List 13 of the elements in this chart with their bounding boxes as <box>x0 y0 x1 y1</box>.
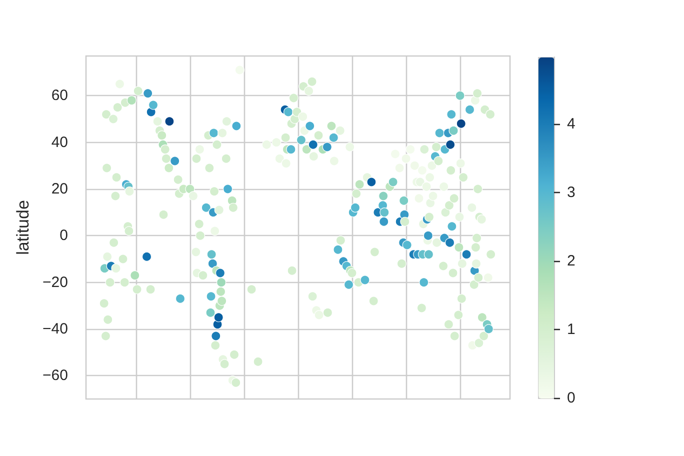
y-tick-label: 0 <box>60 227 68 244</box>
y-tick-label: 40 <box>51 134 68 151</box>
color-bar-label: 3 <box>567 184 576 202</box>
color-bar-label: 2 <box>567 252 576 270</box>
y-tick-label: 60 <box>51 87 68 104</box>
y-tick-label: −40 <box>42 320 68 338</box>
y-tick-label: −60 <box>42 367 68 384</box>
y-tick-label: 20 <box>51 180 68 198</box>
y-tick-label: −20 <box>42 274 68 291</box>
color-bar-label: 0 <box>567 390 576 406</box>
color-bar-label: 4 <box>567 116 576 133</box>
y-axis-title: latitude <box>14 200 33 255</box>
color-bar-label: 1 <box>567 321 576 338</box>
